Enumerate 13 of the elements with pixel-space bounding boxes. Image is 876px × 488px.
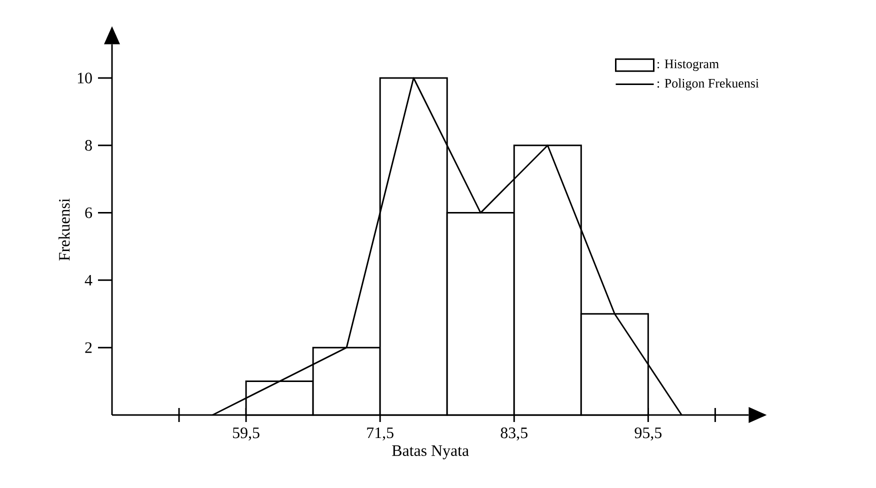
y-tick-label: 2: [85, 342, 92, 353]
y-tick-label: 8: [85, 140, 92, 151]
y-axis-title: Frekuensi: [58, 198, 70, 261]
legend-label: : Histogram: [658, 60, 719, 71]
legend-label: : Poligon Frekuensi: [658, 78, 759, 90]
y-tick-label: 4: [84, 274, 92, 286]
y-tick-label: 6: [85, 207, 92, 218]
x-axis-title: Batas Nyata: [392, 445, 469, 460]
x-tick-label: 83,5: [500, 428, 528, 441]
x-tick-label: 59,5: [233, 428, 260, 441]
x-tick-label: 71,5: [367, 428, 394, 440]
x-tick-label: 95,5: [634, 428, 662, 441]
y-tick-label: 10: [78, 72, 92, 84]
